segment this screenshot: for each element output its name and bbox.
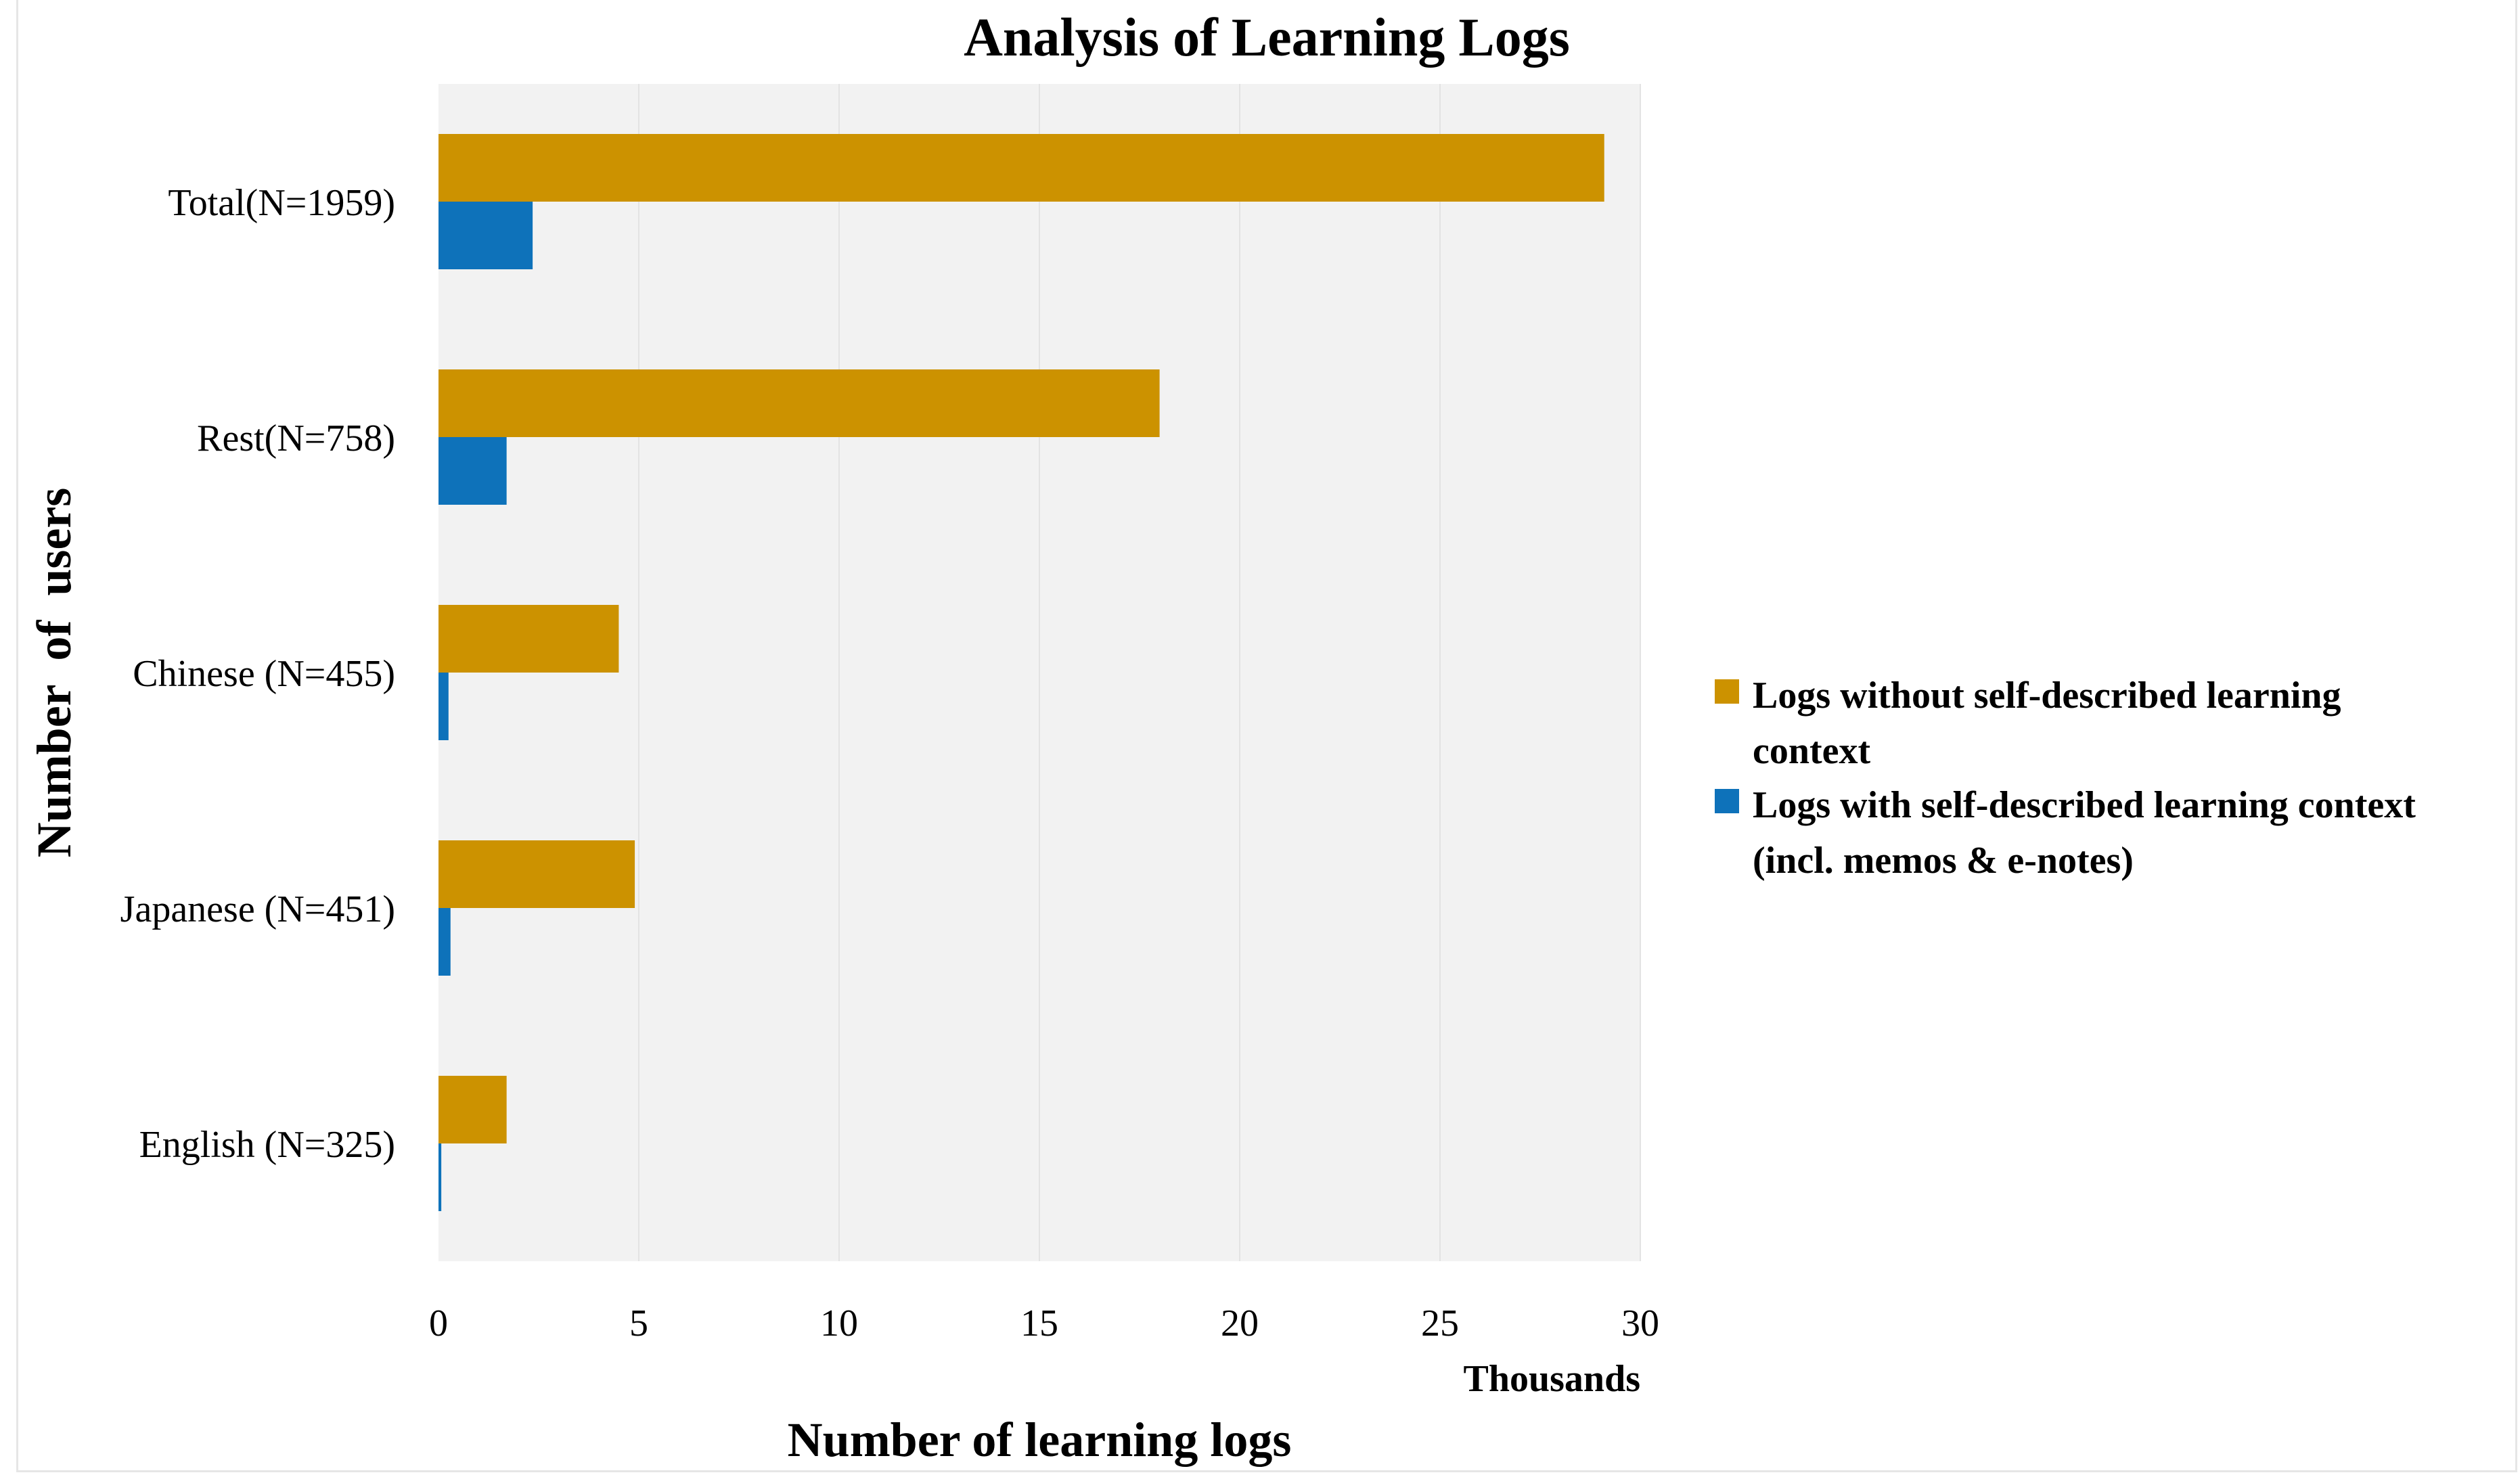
legend-swatch [1715, 789, 1739, 813]
bar [438, 673, 449, 740]
legend-label: context [1753, 730, 1871, 772]
x-unit-label: Thousands [1463, 1358, 1640, 1400]
category-labels: Total(N=1959) Rest(N=758) Chinese (N=455) J… [120, 182, 395, 1166]
bar [438, 605, 619, 673]
bar [438, 369, 1160, 437]
chart-title: Analysis of Learning Logs [964, 8, 1570, 68]
bar [438, 1076, 507, 1143]
legend: Logs without self-described learning cont… [1715, 675, 2416, 882]
x-tick-label: 25 [1421, 1302, 1459, 1344]
category-label: Japanese (N=451) [120, 888, 395, 930]
y-axis-label: Number of users [27, 488, 81, 858]
grid-lines [638, 84, 1641, 1261]
category-label: Total(N=1959) [168, 182, 395, 224]
bar [438, 1143, 442, 1211]
bar [438, 202, 533, 269]
x-tick-labels: 0 5 10 15 20 25 30 [429, 1302, 1659, 1344]
bar [438, 134, 1604, 202]
bar [438, 437, 507, 505]
x-tick-label: 10 [820, 1302, 858, 1344]
category-label: English (N=325) [139, 1124, 395, 1166]
x-tick-label: 5 [629, 1302, 648, 1344]
x-tick-label: 30 [1621, 1302, 1659, 1344]
legend-label: Logs with self-described learning contex… [1753, 784, 2416, 826]
bar [438, 908, 451, 976]
bar [438, 840, 635, 908]
chart-frame [16, 0, 2517, 1472]
x-axis-label: Number of learning logs [788, 1413, 1292, 1467]
category-label: Rest(N=758) [197, 417, 395, 459]
legend-swatch [1715, 679, 1739, 704]
legend-label: (incl. memos & e-notes) [1753, 840, 2134, 882]
x-tick-label: 0 [429, 1302, 448, 1344]
legend-label: Logs without self-described learning [1753, 675, 2341, 717]
bars [438, 134, 1604, 1211]
category-label: Chinese (N=455) [133, 653, 395, 695]
x-tick-label: 20 [1221, 1302, 1259, 1344]
x-tick-label: 15 [1020, 1302, 1058, 1344]
